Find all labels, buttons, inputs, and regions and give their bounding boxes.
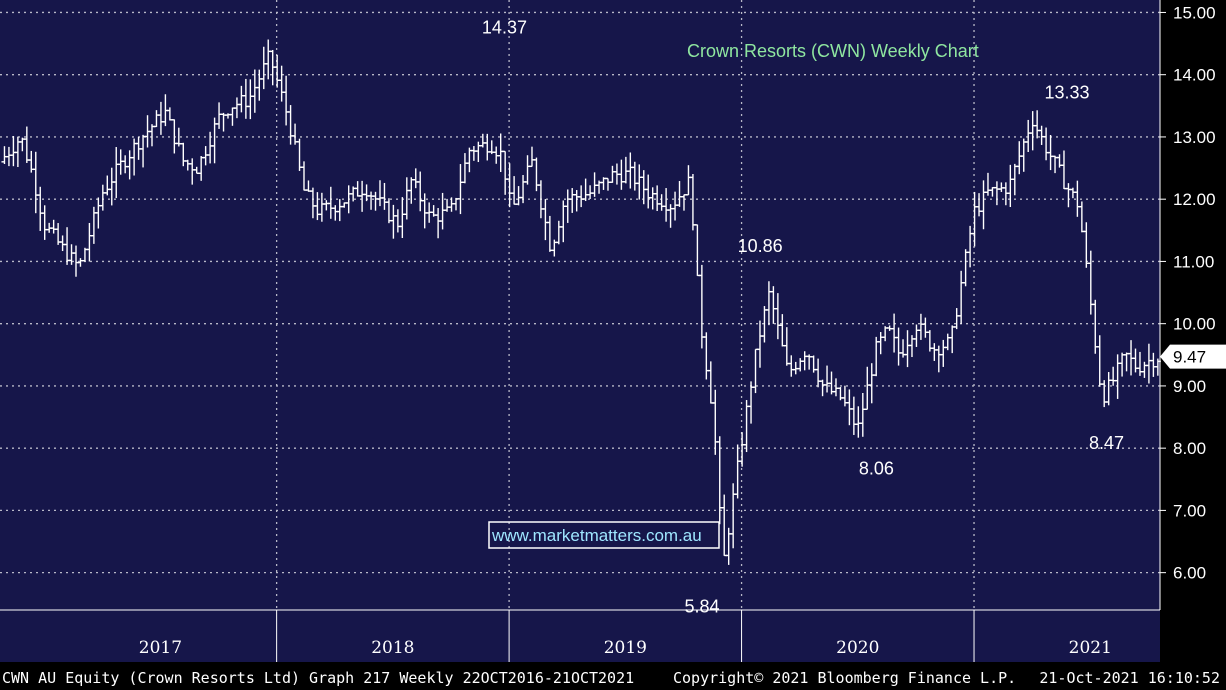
- y-tick-label: 8.00: [1173, 439, 1206, 458]
- x-tick-label: 2018: [371, 638, 414, 658]
- price-bars: [1, 39, 1161, 565]
- footer-band: [0, 662, 1226, 690]
- y-tick-label: 7.00: [1173, 501, 1206, 520]
- footer-right: 21-Oct-2021 16:10:52: [1039, 669, 1220, 687]
- price-annotation: 10.86: [738, 236, 783, 256]
- price-annotation: 13.33: [1044, 82, 1089, 102]
- price-annotation: 8.47: [1089, 433, 1124, 453]
- footer-left: CWN AU Equity (Crown Resorts Ltd) Graph …: [2, 669, 634, 687]
- annotations: 14.37 13.33 10.86 8.06 5.84 8.47: [482, 18, 1124, 617]
- y-tick-label: 14.00: [1173, 66, 1216, 85]
- y-tick-label: 11.00: [1173, 252, 1214, 271]
- watermark: www.marketmatters.com.au: [488, 521, 720, 549]
- chart-title: Crown Resorts (CWN) Weekly Chart: [687, 41, 979, 61]
- x-tick-label: 2019: [604, 638, 647, 658]
- y-tick-label: 6.00: [1173, 564, 1206, 583]
- x-tick-label: 2020: [836, 638, 879, 658]
- y-axis-band: [1160, 0, 1226, 662]
- x-tick-label: 2017: [139, 638, 182, 658]
- grid-layer: [0, 0, 1160, 662]
- plot-background: [0, 0, 1160, 610]
- price-annotation: 8.06: [859, 458, 894, 478]
- last-price-label: 9.47: [1173, 348, 1206, 367]
- y-tick-labels: 15.00 14.00 13.00 12.00 11.00 10.00 9.00 8.00 7.…: [1160, 3, 1216, 583]
- last-price-shape: [1160, 344, 1226, 369]
- last-price-marker: 9.47: [1160, 344, 1226, 369]
- y-tick-label: 12.00: [1173, 190, 1216, 209]
- y-tick-label: 15.00: [1173, 3, 1216, 22]
- price-annotation: 14.37: [482, 18, 527, 38]
- watermark-box: [488, 521, 720, 549]
- x-tick-label: 2021: [1069, 638, 1112, 658]
- y-tick-label: 13.00: [1173, 128, 1216, 147]
- y-tick-label: 9.00: [1173, 377, 1206, 396]
- price-annotation: 5.84: [685, 597, 720, 617]
- footer-middle: Copyright© 2021 Bloomberg Finance L.P.: [673, 669, 1016, 687]
- x-axis-band: [0, 610, 1160, 662]
- y-tick-label: 10.00: [1173, 315, 1216, 334]
- watermark-text: www.marketmatters.com.au: [491, 526, 702, 545]
- x-tick-labels: 2017 2018 2019 2020 2021: [139, 638, 1112, 658]
